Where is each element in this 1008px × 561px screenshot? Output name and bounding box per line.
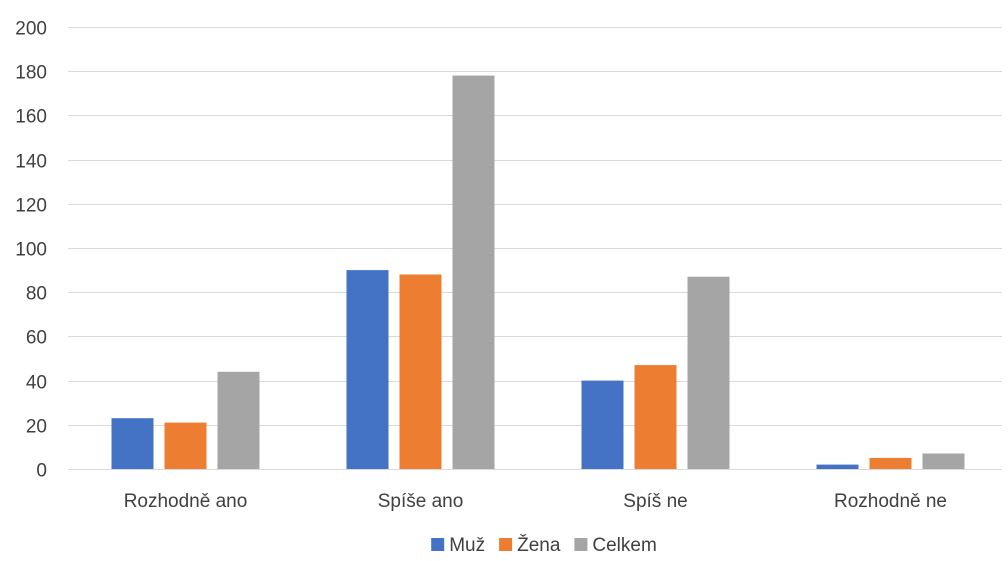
y-tick-label: 40 bbox=[26, 373, 47, 394]
legend: Muž Žena Celkem bbox=[431, 534, 657, 556]
legend-swatch bbox=[574, 538, 588, 551]
bar bbox=[346, 270, 389, 469]
x-axis-category-labels: Rozhodně ano Spíše ano Spíš ne Rozhodně ne bbox=[124, 491, 947, 512]
bar bbox=[816, 464, 859, 469]
y-tick-label: 20 bbox=[26, 417, 47, 438]
bar bbox=[634, 365, 677, 469]
bars bbox=[111, 75, 965, 469]
legend-label: Žena bbox=[517, 534, 561, 556]
legend-label: Celkem bbox=[592, 535, 656, 556]
y-tick-label: 180 bbox=[15, 63, 47, 84]
bar bbox=[581, 380, 624, 469]
bar bbox=[399, 274, 442, 469]
bar bbox=[164, 422, 207, 469]
x-category-label: Rozhodně ano bbox=[124, 491, 248, 512]
y-axis-tick-labels: 0 20 40 60 80 100 120 140 160 180 200 bbox=[15, 19, 47, 482]
bar bbox=[869, 457, 912, 469]
bar bbox=[217, 371, 260, 469]
y-tick-label: 80 bbox=[26, 284, 47, 305]
y-tick-label: 100 bbox=[15, 240, 47, 261]
y-tick-label: 60 bbox=[26, 328, 47, 349]
bar bbox=[922, 453, 965, 469]
bar bbox=[687, 276, 730, 469]
x-category-label: Spíše ano bbox=[378, 491, 464, 512]
y-tick-label: 160 bbox=[15, 107, 47, 128]
x-category-label: Rozhodně ne bbox=[834, 491, 947, 512]
legend-swatch bbox=[431, 538, 445, 551]
y-tick-label: 120 bbox=[15, 196, 47, 217]
y-tick-label: 0 bbox=[36, 461, 47, 482]
legend-label: Muž bbox=[449, 535, 485, 556]
legend-swatch bbox=[499, 538, 513, 551]
x-category-label: Spíš ne bbox=[623, 491, 687, 512]
y-tick-label: 200 bbox=[15, 19, 47, 40]
gridlines bbox=[68, 27, 1002, 470]
bar bbox=[452, 75, 495, 469]
y-tick-label: 140 bbox=[15, 152, 47, 173]
bar bbox=[111, 418, 154, 469]
